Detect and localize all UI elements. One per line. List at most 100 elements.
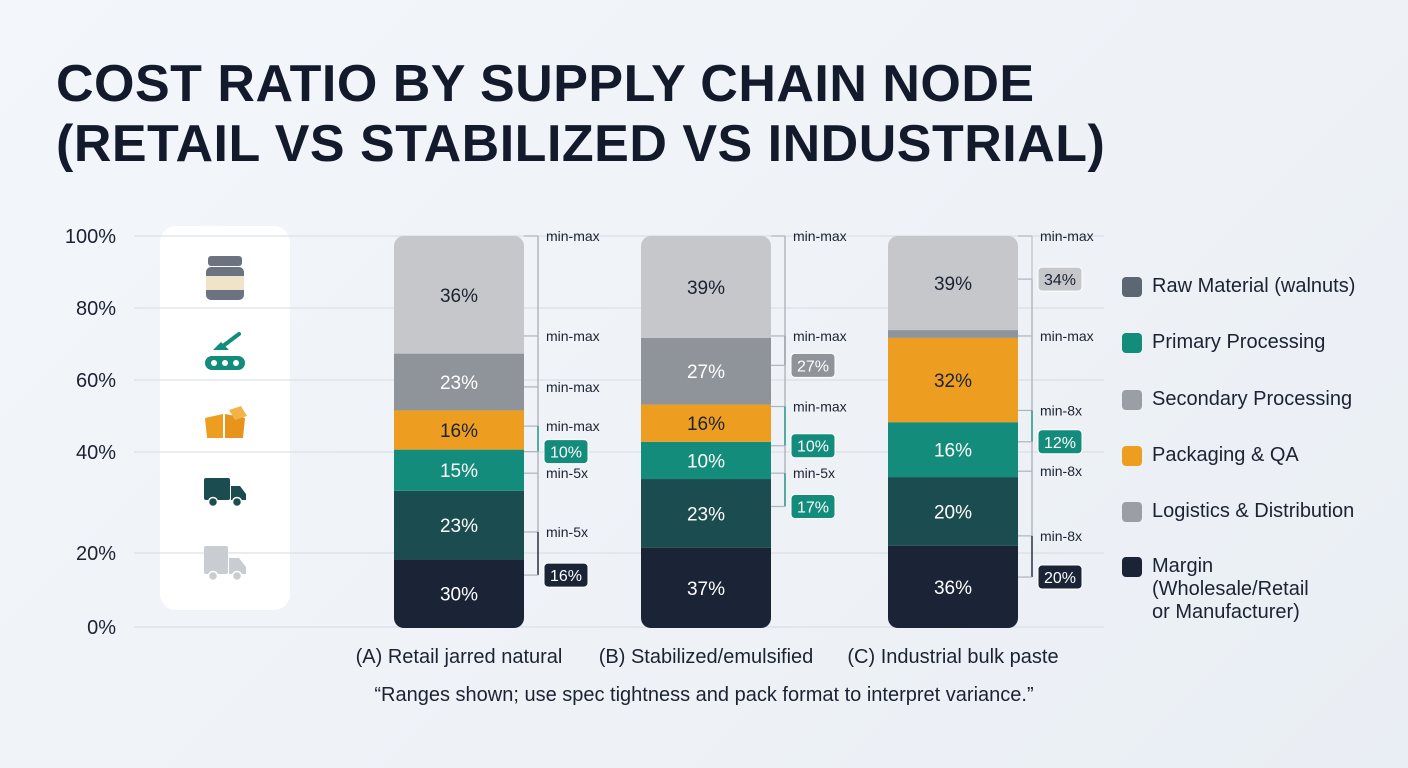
segment-value-label: 39%	[687, 278, 725, 299]
legend-item-secondary-processing: Secondary Processing	[1122, 388, 1352, 411]
bar-segment	[394, 410, 524, 450]
bar-segment	[394, 236, 524, 354]
y-tick-label: 20%	[76, 543, 116, 565]
bar-segment	[641, 547, 771, 628]
x-category-label: (C) Industrial bulk paste	[847, 646, 1058, 668]
legend-swatch	[1122, 557, 1142, 577]
legend-label: Raw Material (walnuts)	[1152, 275, 1356, 297]
conveyor-processing-icon	[222, 360, 228, 366]
range-label: min-5x	[546, 524, 588, 540]
range-badge	[1037, 266, 1083, 292]
legend-swatch	[1122, 446, 1142, 466]
bar-segment	[888, 330, 1018, 338]
packaging-boxes-icon	[229, 406, 247, 420]
bar-segment	[394, 449, 524, 491]
range-badge	[1037, 564, 1083, 590]
legend-label: Margin (Wholesale/Retail or Manufacturer…	[1152, 555, 1309, 623]
legend-label: Secondary Processing	[1152, 388, 1353, 410]
bar-segment	[641, 404, 771, 442]
segment-value-label: 16%	[934, 441, 972, 462]
segment-value-label: 10%	[687, 451, 725, 472]
bar-segment	[641, 479, 771, 548]
range-badge-label: 34%	[1044, 272, 1076, 289]
jar-icon	[206, 276, 244, 290]
segment-value-label: 30%	[440, 585, 478, 606]
legend-item-packaging-qa: Packaging & QA	[1122, 444, 1299, 467]
legend-item-margin: Margin (Wholesale/Retail or Manufacturer…	[1122, 555, 1309, 624]
bar-segment	[394, 490, 524, 560]
range-label: min-max	[546, 228, 600, 244]
bar-segment	[888, 545, 1018, 628]
y-tick-label: 80%	[76, 298, 116, 320]
conveyor-processing-icon	[221, 332, 241, 348]
legend-label: Packaging & QA	[1152, 444, 1299, 466]
range-badge-label: 20%	[1044, 570, 1076, 587]
legend-item-primary-processing: Primary Processing	[1122, 331, 1325, 354]
range-badge-label: 27%	[797, 358, 829, 375]
legend-swatch	[1122, 333, 1142, 353]
range-badge-label: 17%	[797, 499, 829, 516]
range-label: min-max	[546, 418, 600, 434]
range-label: min-max	[793, 399, 847, 415]
bar-segment	[641, 337, 771, 405]
range-badge	[790, 433, 836, 459]
chart-title-line-2: (RETAIL VS STABILIZED VS INDUSTRIAL)	[56, 115, 1106, 173]
light-truck-icon	[229, 558, 246, 574]
light-truck-icon	[204, 546, 228, 574]
range-badge	[790, 352, 836, 378]
segment-value-label: 37%	[687, 579, 725, 600]
segment-value-label: 27%	[687, 362, 725, 383]
range-badge	[543, 562, 589, 588]
y-tick-label: 60%	[76, 370, 116, 392]
segment-value-label: 16%	[687, 414, 725, 435]
legend-label: Primary Processing	[1152, 331, 1326, 353]
range-label: min-max	[546, 328, 600, 344]
bar-segment	[888, 337, 1018, 423]
legend-swatch	[1122, 390, 1142, 410]
range-label: min-max	[793, 328, 847, 344]
y-tick-label: 40%	[76, 442, 116, 464]
range-badge	[790, 493, 836, 519]
x-category-label: (A) Retail jarred natural	[356, 646, 563, 668]
range-badge	[1037, 429, 1083, 455]
conveyor-processing-icon	[211, 360, 217, 366]
bar-stack	[641, 236, 771, 628]
legend-swatch	[1122, 277, 1142, 297]
bar-segment	[641, 236, 771, 338]
range-label: min-5x	[546, 465, 588, 481]
bar-stack	[394, 236, 524, 628]
bar-segment	[888, 477, 1018, 546]
segment-value-label: 39%	[934, 274, 972, 295]
range-label: min-5x	[793, 465, 835, 481]
jar-icon	[208, 256, 242, 266]
packaging-boxes-icon	[205, 414, 223, 438]
segment-value-label: 23%	[440, 373, 478, 394]
range-badge-label: 10%	[550, 445, 582, 462]
segment-value-label: 15%	[440, 461, 478, 482]
bar-segment	[888, 236, 1018, 331]
y-tick-label: 100%	[65, 226, 116, 248]
legend-item-raw-material: Raw Material (walnuts)	[1122, 275, 1355, 298]
range-label: min-max	[1040, 228, 1094, 244]
segment-value-label: 36%	[934, 578, 972, 599]
segment-value-label: 16%	[440, 421, 478, 442]
y-tick-label: 0%	[87, 617, 116, 639]
delivery-truck-icon	[204, 478, 230, 500]
delivery-truck-icon	[207, 496, 219, 508]
delivery-truck-icon	[231, 486, 246, 500]
legend-swatch	[1122, 502, 1142, 522]
light-truck-icon	[231, 570, 243, 582]
packaging-boxes-icon	[225, 414, 245, 438]
bar-segment	[641, 441, 771, 480]
light-truck-icon	[207, 570, 219, 582]
segment-value-label: 20%	[934, 502, 972, 523]
segment-value-label: 23%	[440, 516, 478, 537]
range-badge-label: 10%	[797, 439, 829, 456]
segment-value-label: 23%	[687, 504, 725, 525]
conveyor-processing-icon	[233, 360, 239, 366]
range-label: min-8x	[1040, 402, 1082, 418]
delivery-truck-icon	[231, 496, 243, 508]
legend-item-logistics: Logistics & Distribution	[1122, 500, 1354, 523]
